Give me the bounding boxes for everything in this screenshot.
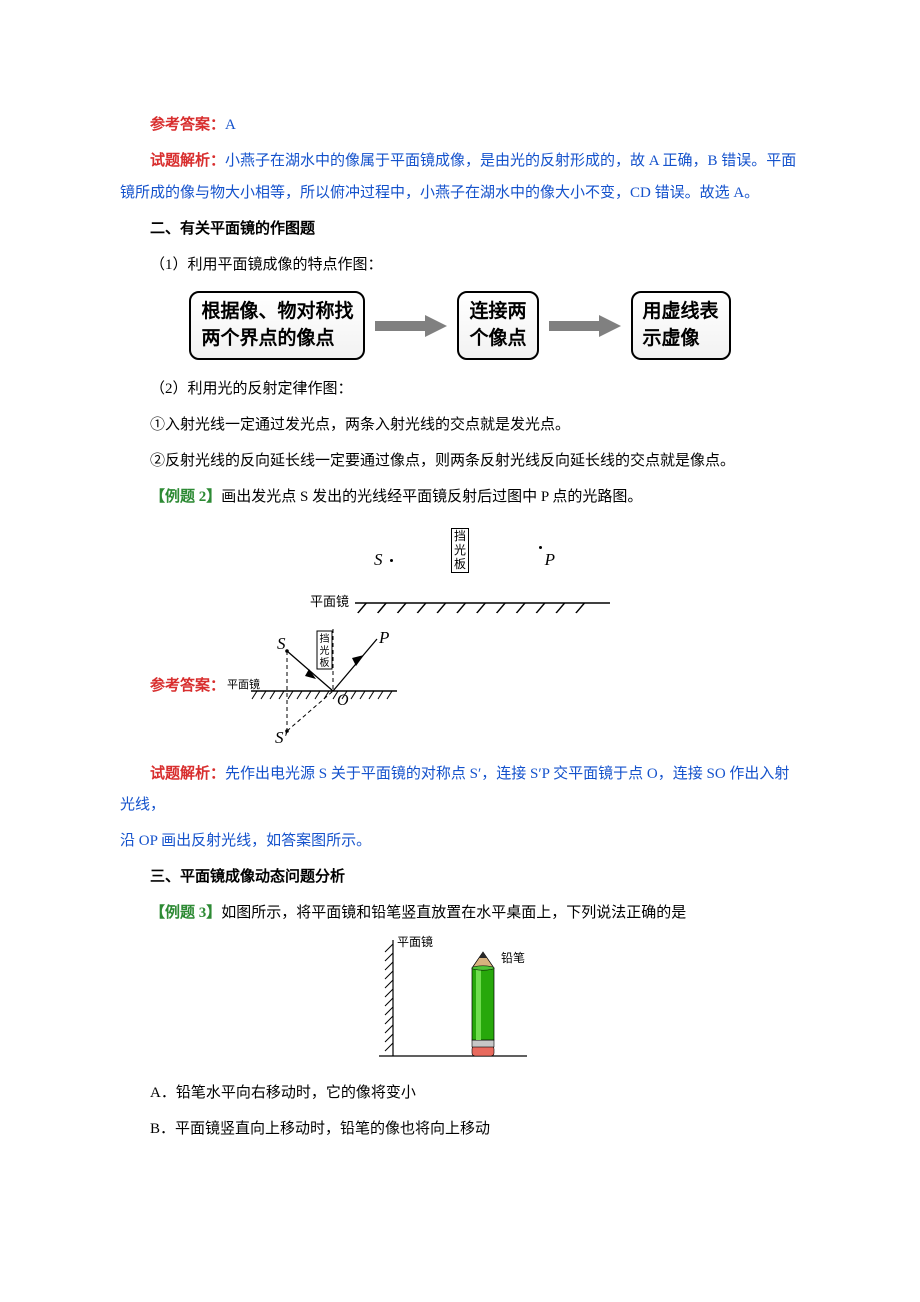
answer-label: 参考答案： xyxy=(150,117,225,133)
example-3-text: 如图所示，将平面镜和铅笔竖直放置在水平桌面上，下列说法正确的是 xyxy=(221,905,686,921)
figure-ex2-problem: S 挡 光 板 P 平面镜 xyxy=(120,520,800,615)
option-b: B．平面镜竖直向上移动时，铅笔的像也将向上移动 xyxy=(120,1114,800,1146)
svg-text:平面镜: 平面镜 xyxy=(397,934,433,949)
mirror-label: 平面镜 xyxy=(310,588,349,615)
flow-box-3: 用虚线表 示虚像 xyxy=(631,291,731,360)
sec2-p1: （1）利用平面镜成像的特点作图： xyxy=(120,250,800,282)
sec2-li1: ①入射光线一定通过发光点，两条入射光线的交点就是发光点。 xyxy=(120,410,800,442)
svg-text:S′: S′ xyxy=(275,728,288,747)
svg-text:P: P xyxy=(378,628,389,647)
section-heading-2: 二、有关平面镜的作图题 xyxy=(150,221,315,237)
block-label: 挡 光 板 xyxy=(451,528,469,573)
flow-arrow-1 xyxy=(375,312,447,340)
section-heading-3: 三、平面镜成像动态问题分析 xyxy=(150,869,345,885)
label-P: P xyxy=(536,542,555,578)
svg-text:S: S xyxy=(277,634,286,653)
flow-box-1: 根据像、物对称找 两个界点的像点 xyxy=(189,291,365,360)
svg-text:光: 光 xyxy=(320,644,330,657)
svg-text:铅笔: 铅笔 xyxy=(501,950,525,965)
flow-box-2: 连接两 个像点 xyxy=(457,291,538,360)
example-tag-2: 【例题 2】 xyxy=(150,489,221,505)
example-tag-3: 【例题 3】 xyxy=(150,905,221,921)
example-2-text: 画出发光点 S 发出的光线经平面镜反射后过图中 P 点的光路图。 xyxy=(221,489,642,505)
label-S: S xyxy=(374,542,396,578)
answer-letter: A xyxy=(225,117,236,133)
flowchart: 根据像、物对称找 两个界点的像点 连接两 个像点 用虚线表 示虚像 xyxy=(120,291,800,360)
analysis-text-2b: 沿 OP 画出反射光线，如答案图所示。 xyxy=(120,833,371,849)
svg-text:挡: 挡 xyxy=(320,632,330,645)
sec2-p2: （2）利用光的反射定律作图： xyxy=(120,374,800,406)
answer-label-2: 参考答案： xyxy=(150,678,225,694)
svg-text:板: 板 xyxy=(320,656,330,669)
sec2-li2: ②反射光线的反向延长线一定要通过像点，则两条反射光线反向延长线的交点就是像点。 xyxy=(120,446,800,478)
analysis-label: 试题解析： xyxy=(150,153,225,169)
mirror-line-icon xyxy=(355,601,610,615)
flow-arrow-2 xyxy=(549,312,621,340)
analysis-label-2: 试题解析： xyxy=(150,766,225,782)
svg-text:O: O xyxy=(337,692,349,709)
svg-text:平面镜: 平面镜 xyxy=(227,677,260,691)
figure-ex2-answer: 挡 光 板 S S′ P O 平面镜 xyxy=(225,625,425,749)
figure-ex3: 平面镜 铅笔 xyxy=(120,934,800,1068)
option-a: A．铅笔水平向右移动时，它的像将变小 xyxy=(120,1078,800,1110)
